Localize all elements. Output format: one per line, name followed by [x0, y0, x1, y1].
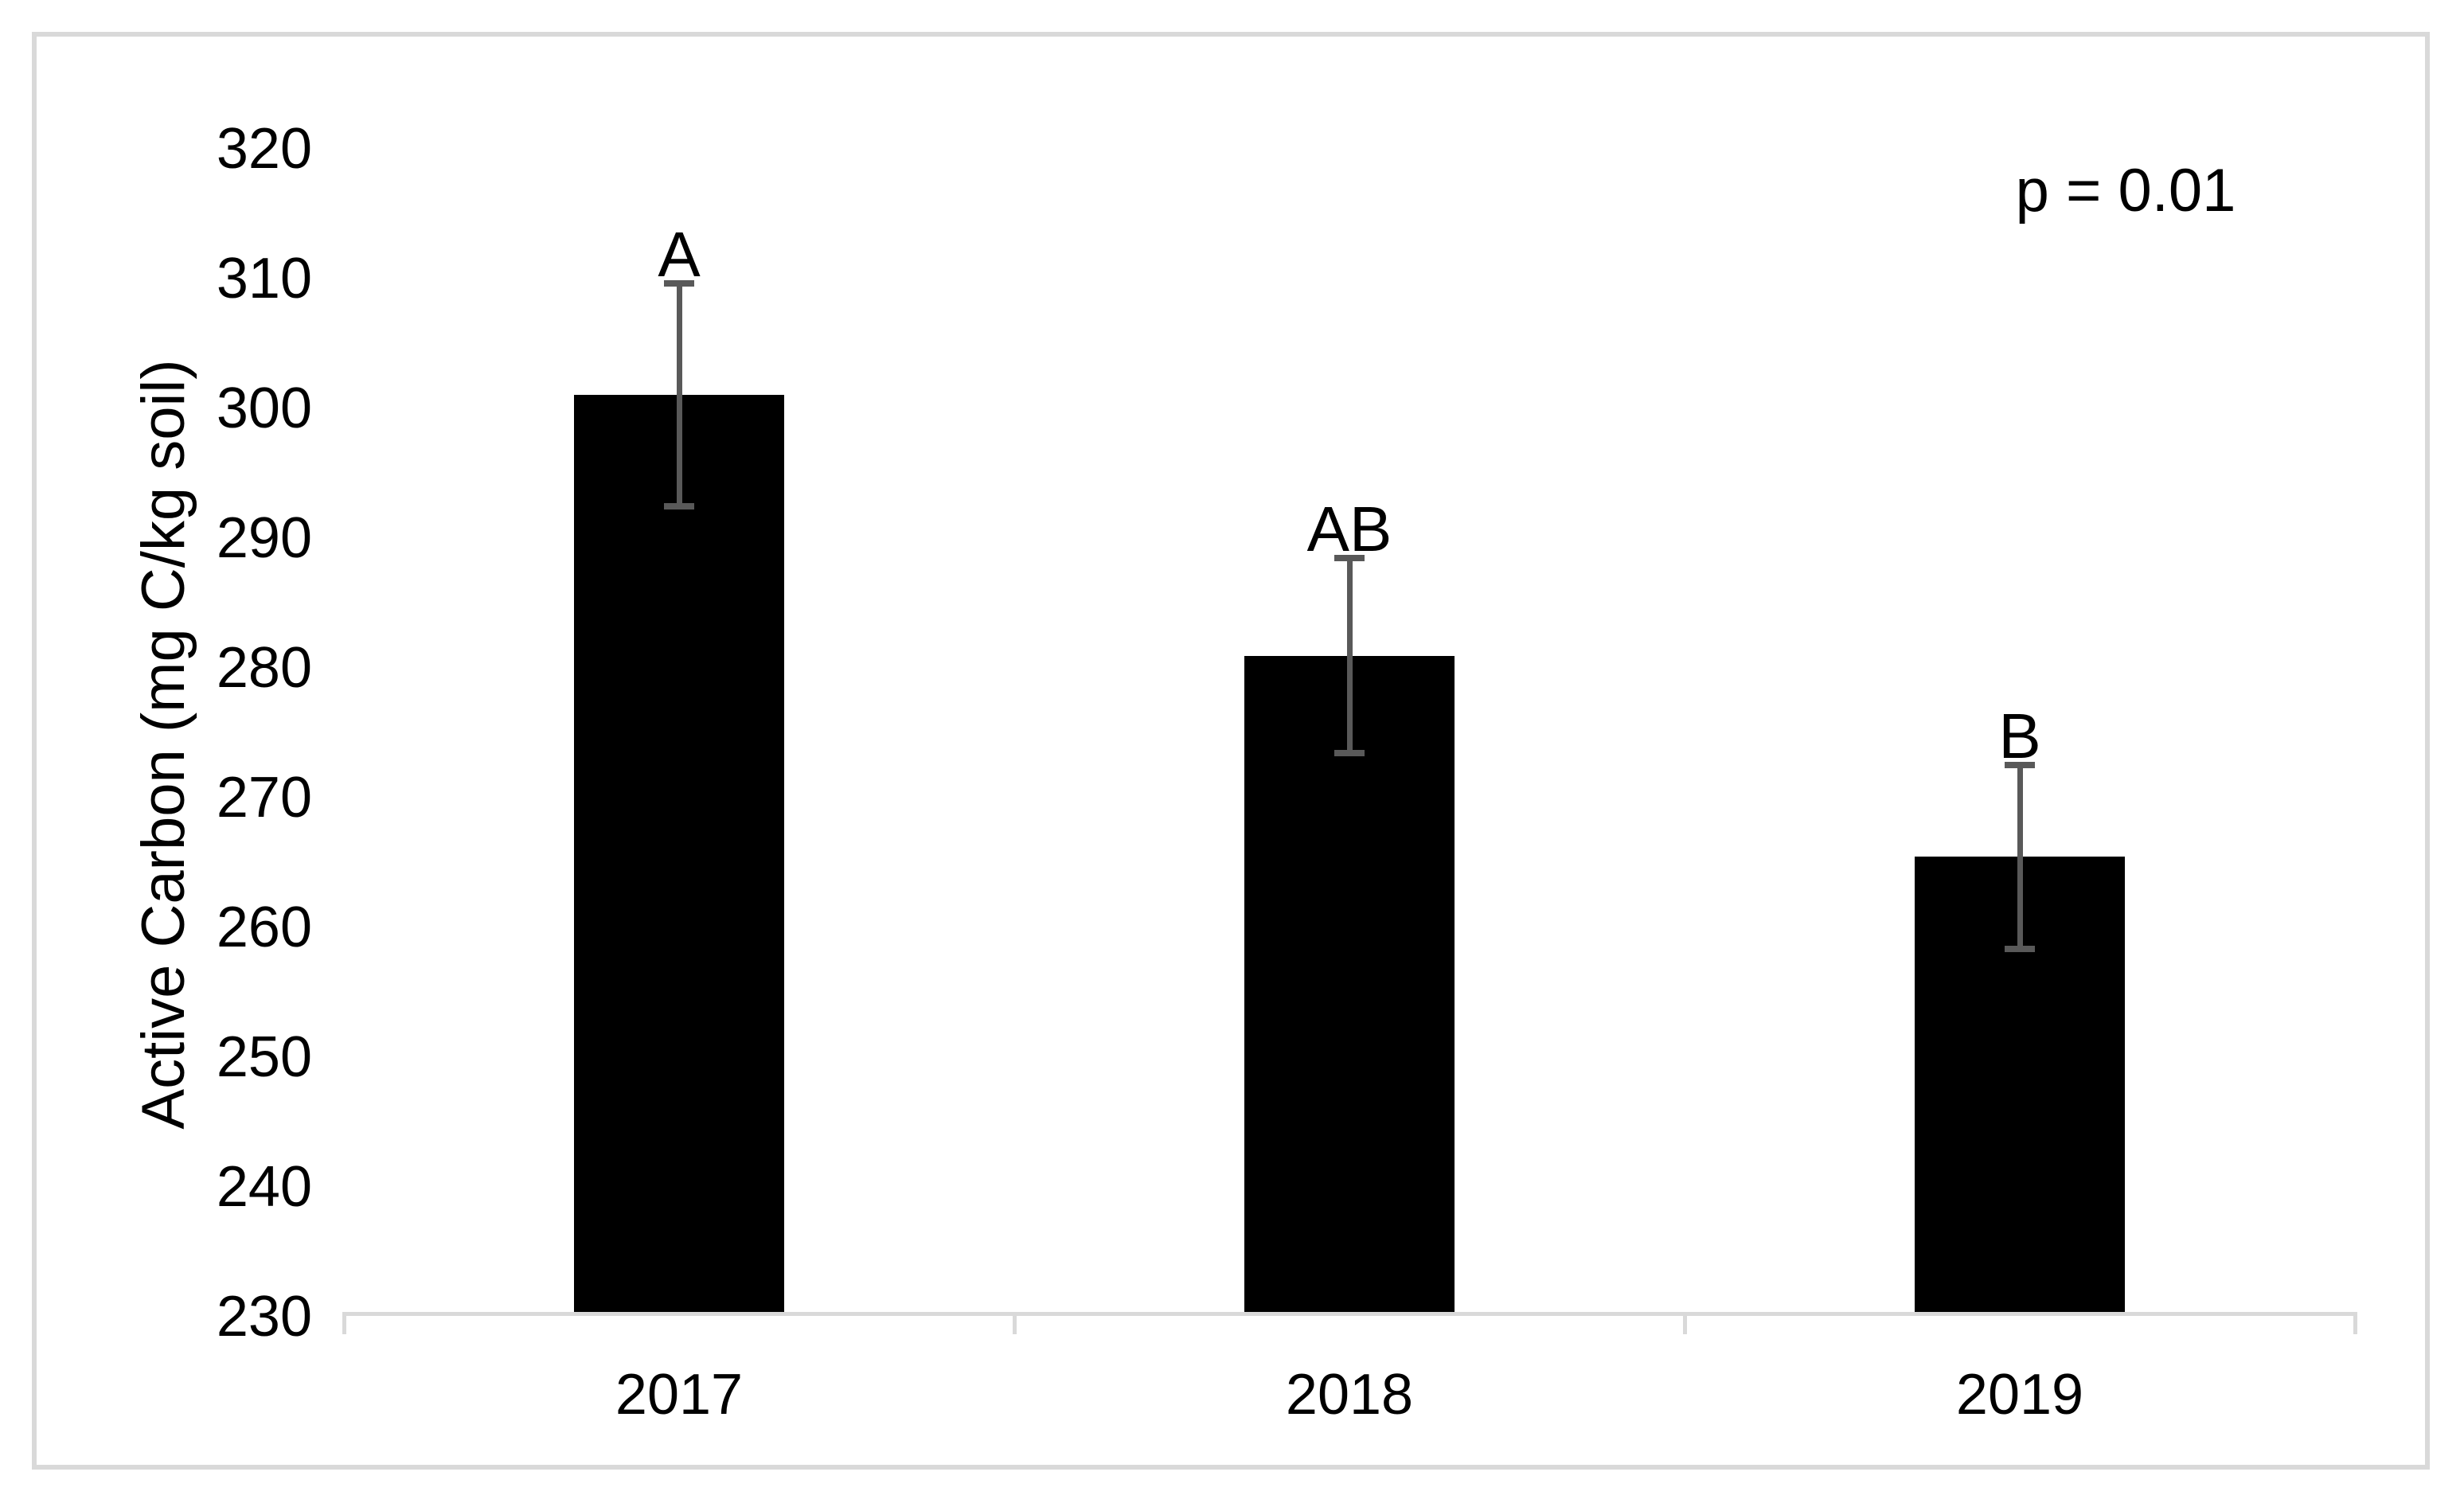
error-bar-top-cap	[1334, 555, 1365, 561]
y-tick-label: 320	[216, 117, 312, 181]
y-tick-label: 250	[216, 1025, 312, 1089]
y-tick-label: 260	[216, 896, 312, 959]
y-tick-label: 230	[216, 1285, 312, 1349]
error-bar-line	[677, 283, 682, 506]
error-bar-top-cap	[2005, 762, 2035, 768]
x-axis-boundary-tick	[1683, 1312, 1687, 1334]
x-tick-label: 2019	[1955, 1363, 2084, 1427]
bar-2018	[1244, 656, 1455, 1312]
y-tick-label: 290	[216, 506, 312, 570]
x-axis-line	[344, 1312, 2355, 1316]
y-tick-label: 300	[216, 377, 312, 440]
error-bar-bottom-cap	[1334, 750, 1365, 756]
significance-letter: B	[1998, 701, 2041, 771]
error-bar-line	[2017, 765, 2023, 949]
error-bar-line	[1347, 558, 1353, 752]
error-bar-bottom-cap	[664, 503, 694, 509]
error-bar-bottom-cap	[2005, 946, 2035, 952]
significance-letter: AB	[1306, 494, 1392, 564]
x-tick-label: 2018	[1285, 1363, 1414, 1427]
error-bar-top-cap	[664, 280, 694, 287]
y-tick-label: 310	[216, 247, 312, 310]
bar-2017	[574, 395, 784, 1312]
y-tick-label: 280	[216, 636, 312, 700]
x-axis-boundary-tick	[342, 1312, 346, 1334]
x-axis-boundary-tick	[2353, 1312, 2357, 1334]
x-tick-label: 2017	[615, 1363, 744, 1427]
p-value-annotation: p = 0.01	[2015, 157, 2236, 224]
chart-outer-border	[32, 32, 2430, 1470]
significance-letter: A	[658, 219, 701, 290]
y-tick-label: 270	[216, 766, 312, 830]
y-axis-title: Active Carbon (mg C/kg soil)	[130, 359, 197, 1130]
y-tick-label: 240	[216, 1155, 312, 1219]
x-axis-boundary-tick	[1013, 1312, 1017, 1334]
